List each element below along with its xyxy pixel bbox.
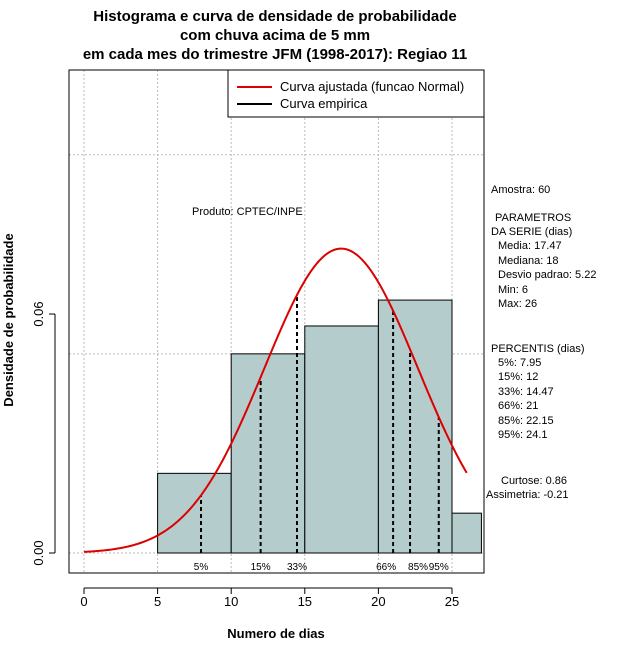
stat-p85: 85%: 22.15 [498, 415, 554, 427]
normal-curve [83, 247, 468, 553]
x-tick-label: 15 [298, 594, 312, 609]
legend-label-empirical: Curva empirica [280, 96, 368, 111]
stat-params-title-2: DA SERIE (dias) [491, 226, 572, 238]
stat-media: Media: 17.47 [498, 240, 562, 252]
stat-params-title-1: PARAMETROS [495, 212, 571, 224]
y-tick-label: 0.00 [31, 540, 46, 565]
x-tick-label: 10 [224, 594, 238, 609]
chart-title-line-1: Histograma e curva de densidade de proba… [93, 8, 456, 25]
histogram-bar [304, 325, 379, 554]
percentile-label: 95% [429, 562, 449, 573]
legend-box [227, 69, 485, 118]
stats-panel: Amostra: 60 PARAMETROS DA SERIE (dias) M… [486, 184, 596, 501]
x-tick-label: 5 [154, 594, 161, 609]
stat-assimetria: Assimetria: -0.21 [486, 489, 569, 501]
percentile-label: 66% [376, 562, 396, 573]
x-tick-label: 20 [371, 594, 385, 609]
x-tick-label: 25 [445, 594, 459, 609]
producer-note: Produto: CPTEC/INPE [192, 206, 303, 218]
y-tick-label: 0.06 [31, 301, 46, 326]
percentile-label: 5% [194, 562, 209, 573]
stat-mediana: Mediana: 18 [498, 255, 559, 267]
percentile-labels: 5% 15% 33% 66% 85% 95% [194, 562, 449, 573]
stat-p95: 95%: 24.1 [498, 429, 548, 441]
stat-p33: 33%: 14.47 [498, 386, 554, 398]
legend-label-normal: Curva ajustada (funcao Normal) [280, 79, 464, 94]
percentile-lines [200, 294, 440, 553]
percentile-label: 33% [287, 562, 307, 573]
chart-title-line-2: com chuva acima de 5 mm [180, 27, 370, 44]
histogram-bars [157, 299, 482, 554]
stat-p66: 66%: 21 [498, 400, 538, 412]
stat-curtose: Curtose: 0.86 [501, 475, 567, 487]
chart-title-line-3: em cada mes do trimestre JFM (1998-2017)… [83, 46, 467, 63]
stat-percentis-title: PERCENTIS (dias) [491, 343, 585, 355]
x-axis-title: Numero de dias [227, 626, 325, 641]
stat-min: Min: 6 [498, 284, 528, 296]
stat-p15: 15%: 12 [498, 371, 538, 383]
legend: Curva ajustada (funcao Normal) Curva emp… [227, 69, 485, 118]
percentile-label: 85% [408, 562, 428, 573]
histogram-bar [377, 299, 453, 554]
histogram-bar [157, 472, 232, 554]
y-axis-title: Densidade de probabilidade [1, 233, 16, 406]
axes: 0 5 10 15 20 25 0.00 0.06 [31, 301, 459, 609]
stat-max: Max: 26 [498, 298, 537, 310]
stat-p5: 5%: 7.95 [498, 357, 541, 369]
percentile-label: 15% [251, 562, 271, 573]
stat-sample: Amostra: 60 [491, 184, 550, 196]
x-tick-label: 0 [80, 594, 87, 609]
stat-desvio: Desvio padrao: 5.22 [498, 269, 596, 281]
histogram-bar [451, 512, 482, 554]
histogram-bar [230, 353, 306, 554]
